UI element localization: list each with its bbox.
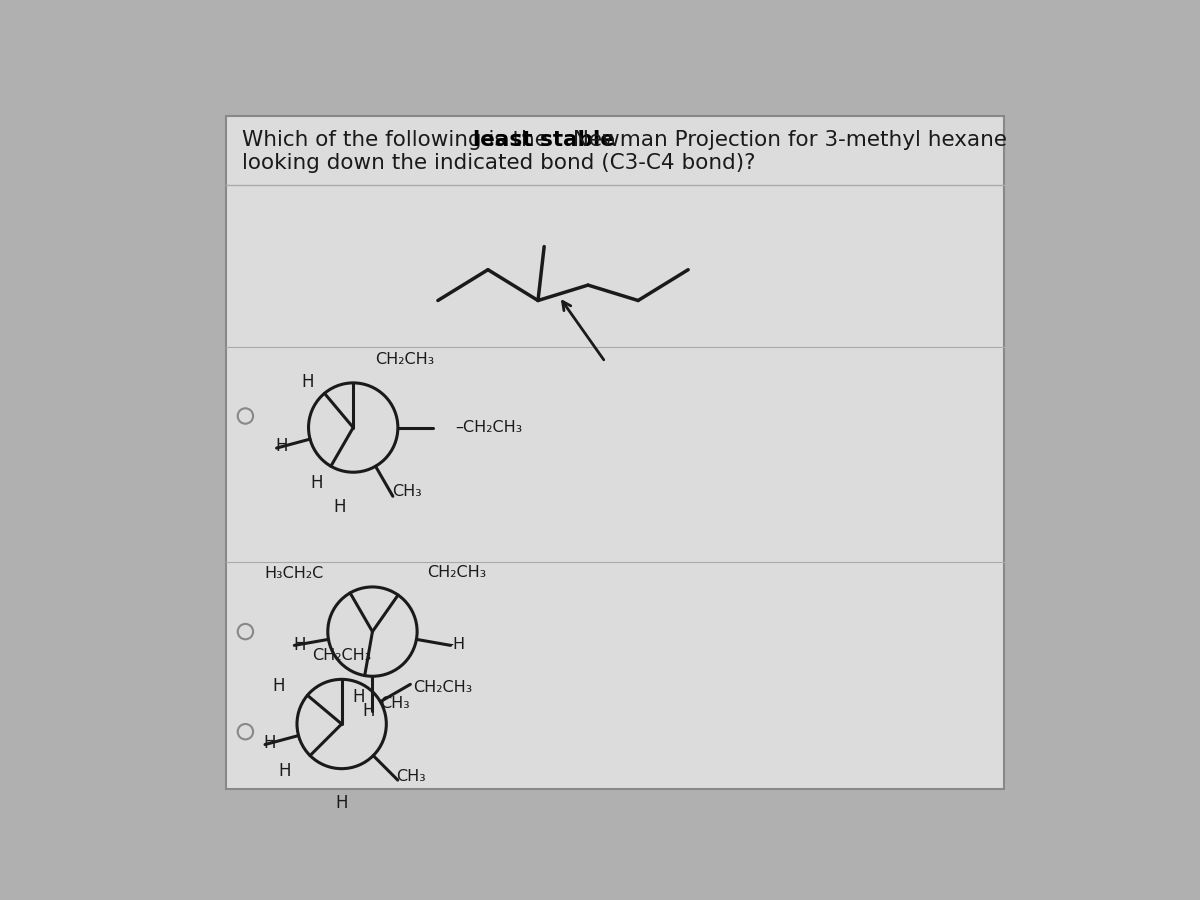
Text: CH₃: CH₃ bbox=[396, 770, 426, 785]
Text: H: H bbox=[336, 795, 348, 813]
Text: Which of the following is the: Which of the following is the bbox=[241, 130, 554, 150]
Text: least stable: least stable bbox=[473, 130, 614, 150]
Text: H: H bbox=[334, 498, 346, 516]
Text: CH₂CH₃: CH₂CH₃ bbox=[312, 648, 371, 663]
Text: –CH₂CH₃: –CH₂CH₃ bbox=[456, 420, 523, 435]
Text: H: H bbox=[264, 734, 276, 752]
Text: CH₃: CH₃ bbox=[392, 483, 422, 499]
FancyBboxPatch shape bbox=[226, 116, 1004, 789]
Text: H: H bbox=[278, 761, 290, 779]
Text: CH₂CH₃: CH₂CH₃ bbox=[427, 565, 487, 580]
Text: H: H bbox=[272, 677, 286, 695]
Text: looking down the indicated bond (C3-C4 bond)?: looking down the indicated bond (C3-C4 b… bbox=[241, 153, 755, 174]
Text: CH₂CH₃: CH₂CH₃ bbox=[374, 352, 434, 367]
Text: H₃CH₂C: H₃CH₂C bbox=[265, 565, 324, 581]
Text: H: H bbox=[310, 474, 323, 492]
Text: H: H bbox=[353, 688, 365, 706]
Text: Newman Projection for 3-methyl hexane: Newman Projection for 3-methyl hexane bbox=[565, 130, 1007, 150]
Text: H: H bbox=[362, 702, 374, 720]
Text: CH₂CH₃: CH₂CH₃ bbox=[413, 680, 473, 695]
Text: H: H bbox=[301, 373, 313, 391]
Text: H: H bbox=[275, 436, 288, 454]
Text: –H: –H bbox=[445, 637, 466, 652]
Text: H: H bbox=[293, 635, 306, 653]
Text: CH₃: CH₃ bbox=[380, 697, 410, 712]
